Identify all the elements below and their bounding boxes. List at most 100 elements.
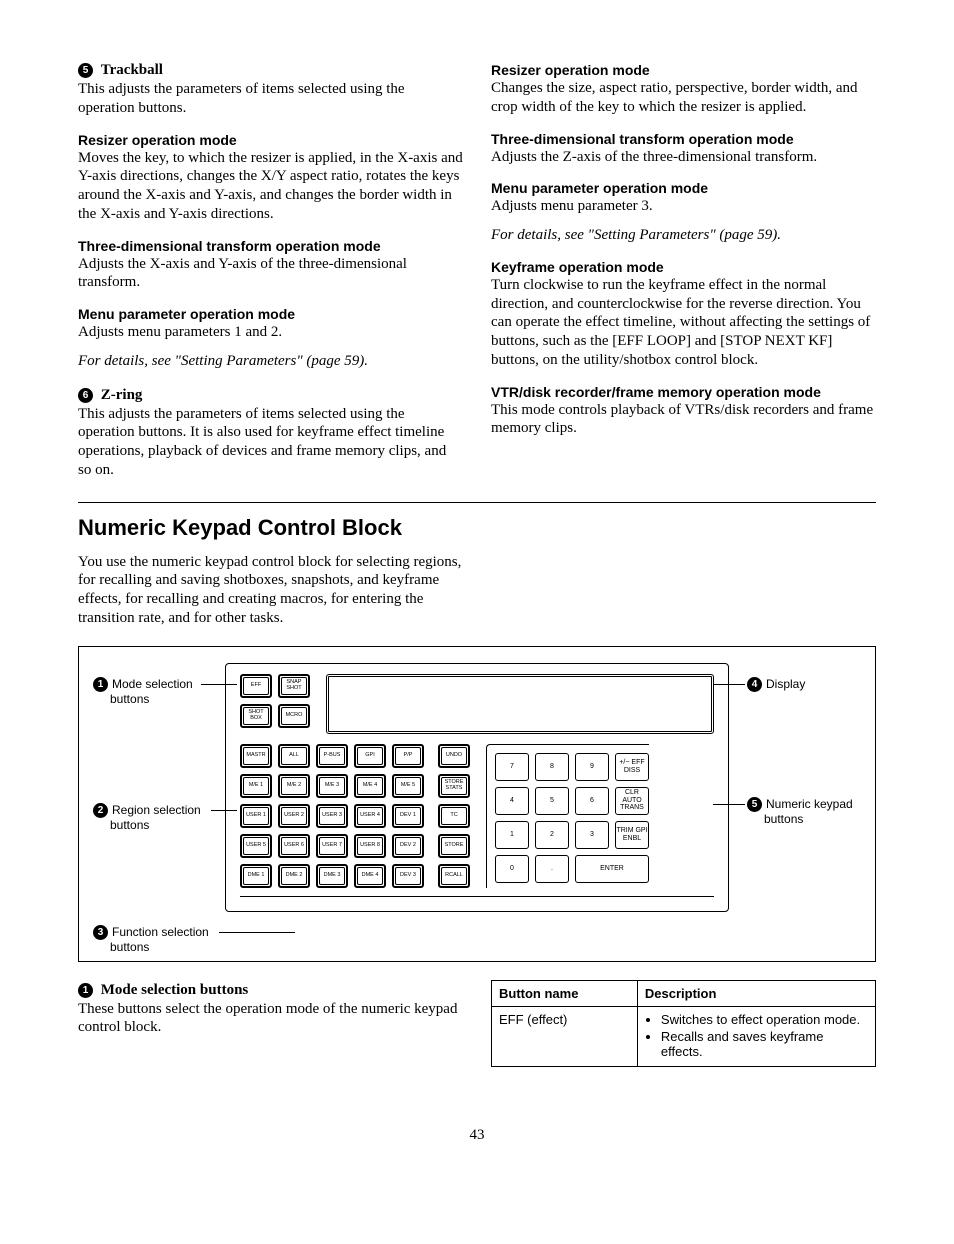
num-btn-4: 4 xyxy=(495,787,529,815)
l-h1: Resizer operation mode xyxy=(78,132,463,148)
numeric-keypad-grid: 789+/− EFF DISS456CLR AUTO TRANS123TRIM … xyxy=(486,744,649,888)
region-btn-1: ALL xyxy=(278,744,310,768)
th-button-name: Button name xyxy=(492,980,638,1006)
section-intro: You use the numeric keypad control block… xyxy=(78,553,478,628)
region-btn-17: USER 7 xyxy=(316,834,348,858)
region-btn-10: USER 1 xyxy=(240,804,272,828)
num6-icon: 6 xyxy=(78,388,93,403)
region-btn-6: M/E 2 xyxy=(278,774,310,798)
func-btn-3: STORE xyxy=(438,834,470,858)
c3-label: Function selection xyxy=(112,925,209,939)
region-btn-11: USER 2 xyxy=(278,804,310,828)
c2-num-icon: 2 xyxy=(93,803,108,818)
r-note1: For details, see "Setting Parameters" (p… xyxy=(491,226,876,245)
region-btn-19: DEV 2 xyxy=(392,834,424,858)
right-column: Resizer operation mode Changes the size,… xyxy=(491,60,876,480)
r-h3: Menu parameter operation mode xyxy=(491,180,876,196)
num-btn-12: 0 xyxy=(495,855,529,883)
region-btn-5: M/E 1 xyxy=(240,774,272,798)
bottom-head: 1 Mode selection buttons xyxy=(78,982,463,999)
region-btn-20: DME 1 xyxy=(240,864,272,888)
region-btn-7: M/E 3 xyxy=(316,774,348,798)
b-body: These buttons select the operation mode … xyxy=(78,1000,463,1038)
button-table: Button name Description EFF (effect) Swi… xyxy=(491,980,876,1067)
r-b5: This mode controls playback of VTRs/disk… xyxy=(491,401,876,439)
panel-bottom-line xyxy=(240,896,714,897)
region-btn-23: DME 4 xyxy=(354,864,386,888)
region-btn-13: USER 4 xyxy=(354,804,386,828)
l-b1: Moves the key, to which the resizer is a… xyxy=(78,149,463,224)
r-h4: Keyframe operation mode xyxy=(491,259,876,275)
region-btn-3: GPI xyxy=(354,744,386,768)
num-btn-5: 5 xyxy=(535,787,569,815)
diagram-frame: 1 Mode selection buttons 2 Region selectio… xyxy=(78,646,876,962)
td-desc: Switches to effect operation mode. Recal… xyxy=(637,1006,875,1066)
keypad-panel: EFFSNAP SHOTSHOT BOXMCRO MASTRALLP-BUSGP… xyxy=(225,663,729,912)
c5-label: Numeric keypad xyxy=(766,797,853,811)
num-btn-9: 2 xyxy=(535,821,569,849)
callouts-right: 4Display 5Numeric keypad buttons xyxy=(729,663,861,943)
region-btn-2: P-BUS xyxy=(316,744,348,768)
upper-columns: 5 Trackball This adjusts the parameters … xyxy=(78,60,876,480)
num-btn-13: . xyxy=(535,855,569,883)
section-rule xyxy=(78,502,876,503)
mode-btn-3: MCRO xyxy=(278,704,310,728)
b-title: Mode selection buttons xyxy=(101,982,249,998)
c5-sub: buttons xyxy=(764,812,853,826)
c4-label: Display xyxy=(766,677,805,691)
r-h1: Resizer operation mode xyxy=(491,62,876,78)
region-btn-4: P/P xyxy=(392,744,424,768)
num-btn-8: 1 xyxy=(495,821,529,849)
r-b1: Changes the size, aspect ratio, perspect… xyxy=(491,79,876,117)
th-description: Description xyxy=(637,980,875,1006)
c5-num-icon: 5 xyxy=(747,797,762,812)
bottom-columns: 1 Mode selection buttons These buttons s… xyxy=(78,980,876,1067)
region-btn-21: DME 2 xyxy=(278,864,310,888)
mode-btn-0: EFF xyxy=(240,674,272,698)
c2-label: Region selection xyxy=(112,803,201,817)
region-btn-12: USER 3 xyxy=(316,804,348,828)
r-b2: Adjusts the Z-axis of the three-dimensio… xyxy=(491,148,876,167)
c1-label: Mode selection xyxy=(112,677,193,691)
l-b3: Adjusts menu parameters 1 and 2. xyxy=(78,323,463,342)
region-btn-15: USER 5 xyxy=(240,834,272,858)
mode-btn-2: SHOT BOX xyxy=(240,704,272,728)
num-btn-11: TRIM GPI ENBL xyxy=(615,821,649,849)
section-title: Numeric Keypad Control Block xyxy=(78,515,876,541)
item5-head: 5 Trackball xyxy=(78,62,463,79)
r-h5: VTR/disk recorder/frame memory operation… xyxy=(491,384,876,400)
func-btn-2: TC xyxy=(438,804,470,828)
region-btn-16: USER 6 xyxy=(278,834,310,858)
num-btn-6: 6 xyxy=(575,787,609,815)
lcd-display xyxy=(326,674,714,734)
func-btn-1: STORE STATS xyxy=(438,774,470,798)
mode-button-grid: EFFSNAP SHOTSHOT BOXMCRO xyxy=(240,674,310,734)
num-btn-10: 3 xyxy=(575,821,609,849)
region-btn-24: DEV 3 xyxy=(392,864,424,888)
callouts-left: 1 Mode selection buttons 2 Region selectio… xyxy=(93,663,225,943)
r-b4: Turn clockwise to run the keyframe effec… xyxy=(491,276,876,370)
item5-body: This adjusts the parameters of items sel… xyxy=(78,80,463,118)
item5-title: Trackball xyxy=(101,62,163,78)
l-note1: For details, see "Setting Parameters" (p… xyxy=(78,352,463,371)
td-li2: Recalls and saves keyframe effects. xyxy=(661,1029,868,1059)
region-btn-18: USER 8 xyxy=(354,834,386,858)
c1-num-icon: 1 xyxy=(93,677,108,692)
td-name: EFF (effect) xyxy=(492,1006,638,1066)
num-btn-0: 7 xyxy=(495,753,529,781)
num-btn-14: ENTER xyxy=(575,855,649,883)
num5-icon: 5 xyxy=(78,63,93,78)
num-btn-2: 9 xyxy=(575,753,609,781)
num-btn-3: +/− EFF DISS xyxy=(615,753,649,781)
page-number: 43 xyxy=(78,1127,876,1144)
region-btn-14: DEV 1 xyxy=(392,804,424,828)
item6-head: 6 Z-ring xyxy=(78,387,463,404)
function-button-column: UNDOSTORE STATSTCSTORERCALL xyxy=(438,744,470,888)
region-btn-8: M/E 4 xyxy=(354,774,386,798)
num-btn-1: 8 xyxy=(535,753,569,781)
region-btn-9: M/E 5 xyxy=(392,774,424,798)
region-btn-0: MASTR xyxy=(240,744,272,768)
region-btn-22: DME 3 xyxy=(316,864,348,888)
c1-sub: buttons xyxy=(110,692,193,706)
func-btn-0: UNDO xyxy=(438,744,470,768)
